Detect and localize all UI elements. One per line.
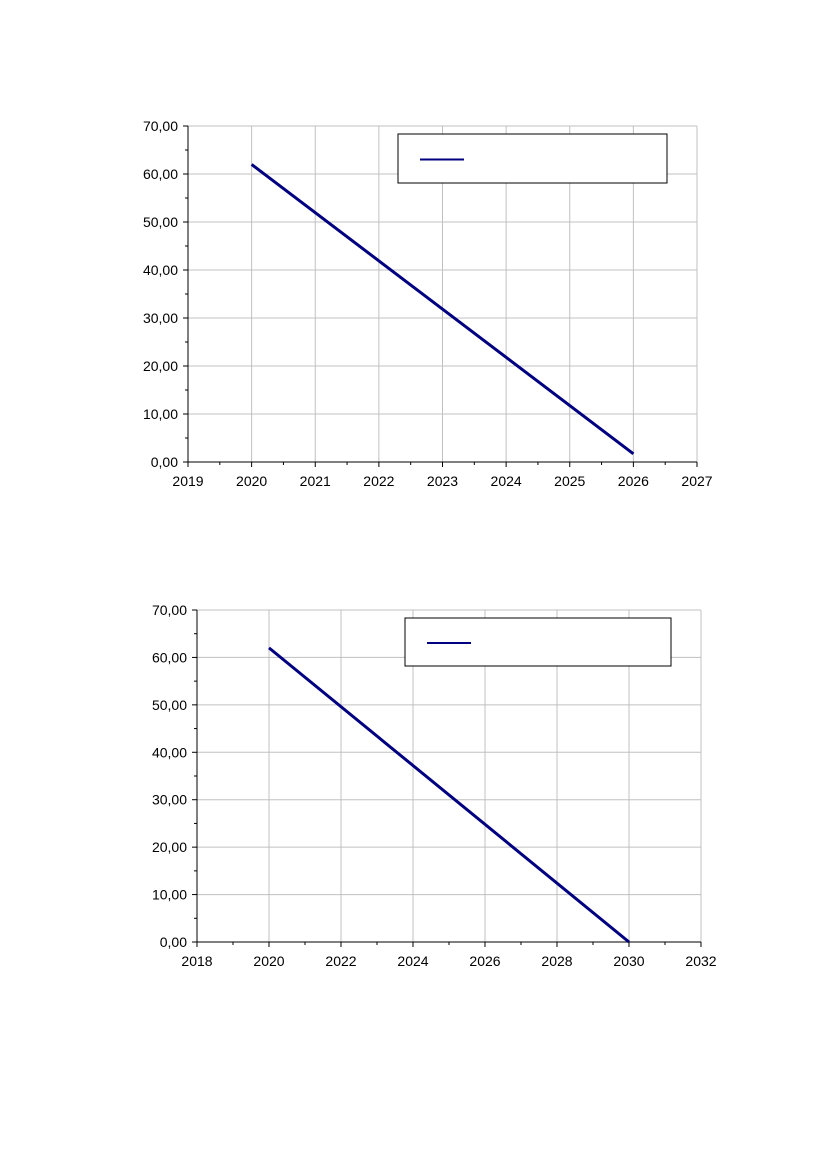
x-tick-label-4: 2026 — [469, 953, 500, 969]
x-tick-label-6: 2030 — [613, 953, 644, 969]
x-tick-label-0: 2018 — [181, 953, 212, 969]
y-tick-label-0: 0,00 — [151, 454, 178, 470]
y-tick-label-3: 30,00 — [152, 792, 187, 808]
series-lines — [268, 646, 630, 944]
x-tick-label-8: 2027 — [681, 473, 712, 489]
y-tick-label-5: 50,00 — [152, 697, 187, 713]
y-tick-label-2: 20,00 — [152, 839, 187, 855]
y-tick-label-6: 60,00 — [143, 166, 178, 182]
x-tick-label-2: 2022 — [325, 953, 356, 969]
x-tick-label-3: 2022 — [363, 473, 394, 489]
x-tick-label-4: 2023 — [427, 473, 458, 489]
series-lines — [250, 163, 635, 455]
legend — [397, 133, 668, 184]
tick-labels: 2018 2020 2022 2024 2026 2028 2030 2032 0,00 10,0… — [152, 602, 717, 969]
x-tick-label-7: 2032 — [685, 953, 716, 969]
y-tick-label-7: 70,00 — [152, 602, 187, 618]
axis-ticks — [183, 125, 698, 467]
y-tick-label-4: 40,00 — [152, 744, 187, 760]
series-line-0 — [250, 163, 635, 455]
y-tick-label-2: 20,00 — [143, 358, 178, 374]
y-tick-label-5: 50,00 — [143, 214, 178, 230]
y-tick-label-7: 70,00 — [143, 118, 178, 134]
tick-labels: 2019 2020 2021 2022 2023 2024 2025 2026 2027 0,00… — [143, 118, 713, 489]
y-tick-label-4: 40,00 — [143, 262, 178, 278]
y-tick-label-3: 30,00 — [143, 310, 178, 326]
y-tick-label-6: 60,00 — [152, 649, 187, 665]
x-tick-label-1: 2020 — [236, 473, 267, 489]
x-tick-label-5: 2028 — [541, 953, 572, 969]
legend — [404, 617, 672, 667]
x-tick-label-5: 2024 — [491, 473, 522, 489]
x-tick-label-0: 2019 — [172, 473, 203, 489]
line-chart-1: 2019 2020 2021 2022 2023 2024 2025 2026 2027 0,00… — [143, 118, 713, 489]
y-tick-label-1: 10,00 — [143, 406, 178, 422]
y-tick-label-1: 10,00 — [152, 887, 187, 903]
x-tick-label-1: 2020 — [253, 953, 284, 969]
axis-ticks — [192, 609, 702, 947]
x-tick-label-2: 2021 — [300, 473, 331, 489]
series-line-0 — [268, 646, 630, 944]
x-tick-label-3: 2024 — [397, 953, 428, 969]
y-tick-label-0: 0,00 — [160, 934, 187, 950]
x-tick-label-6: 2025 — [554, 473, 585, 489]
x-tick-label-7: 2026 — [618, 473, 649, 489]
